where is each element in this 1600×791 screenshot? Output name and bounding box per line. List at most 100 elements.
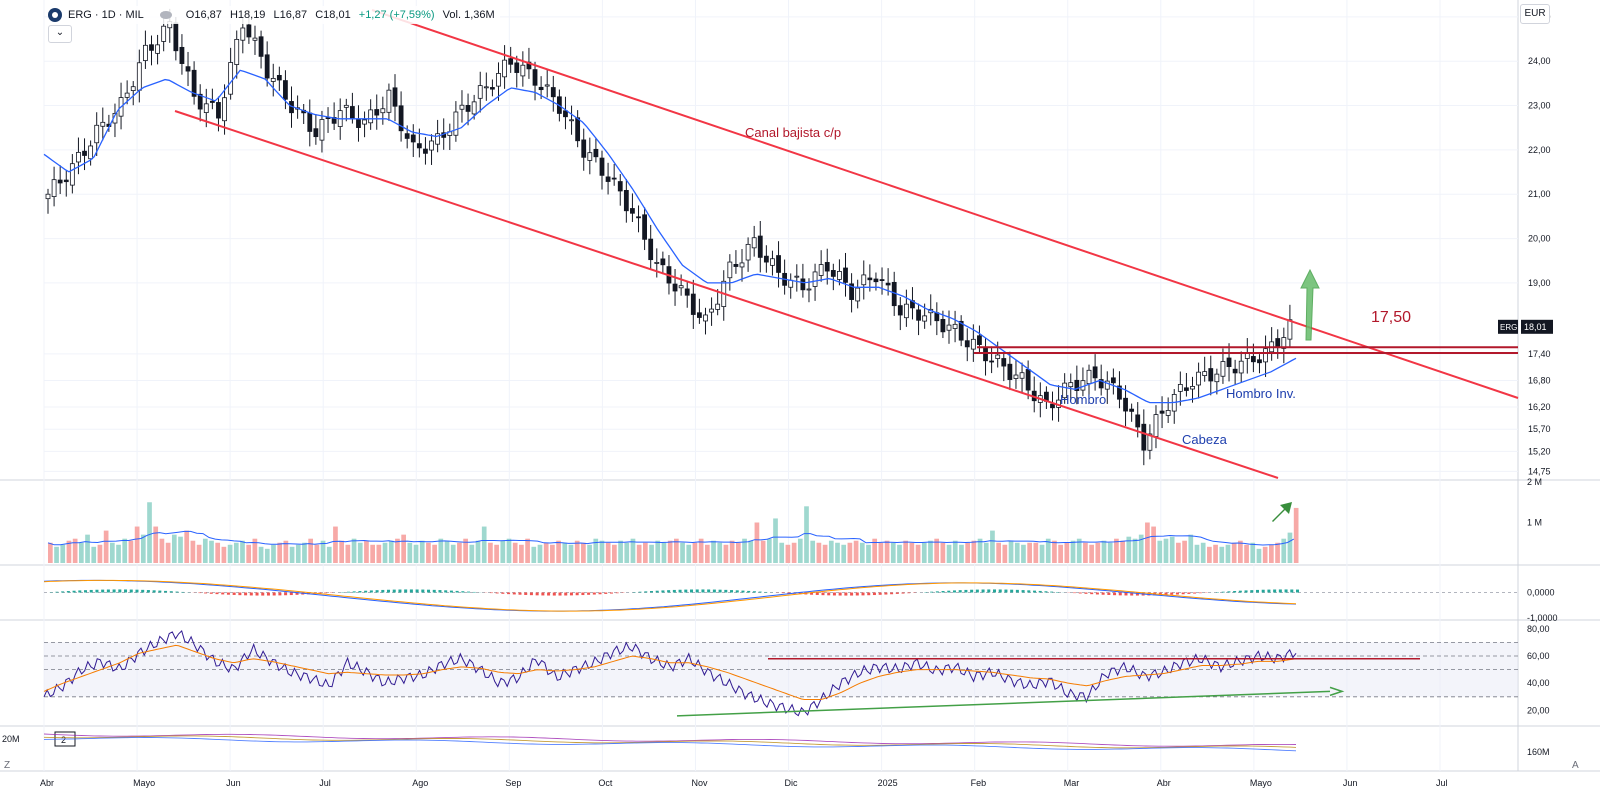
macd-histogram-bar [238, 592, 242, 596]
rsi-tick-label: 40,00 [1527, 678, 1550, 688]
time-axis-label: Mar [1064, 778, 1080, 788]
volume-bar [209, 540, 214, 563]
macd-histogram-bar [1221, 591, 1225, 593]
volume-bar [853, 540, 859, 563]
macd-histogram-bar [615, 592, 619, 594]
macd-histogram-bar [226, 592, 230, 595]
candle-body [465, 104, 471, 112]
volume-bar [977, 538, 983, 563]
volume-bar [488, 542, 493, 563]
candle-body [873, 278, 879, 283]
candle-body [563, 110, 568, 118]
macd-histogram-bar [1130, 592, 1134, 596]
macd-histogram-bar [1101, 592, 1105, 595]
volume-bar [302, 542, 307, 563]
macd-histogram-bar [827, 592, 831, 596]
candle-body [636, 216, 641, 219]
candle-body [916, 309, 921, 321]
currency-button[interactable]: EUR [1520, 4, 1550, 24]
chart-annotation: Hombro Inv. [1226, 386, 1296, 401]
volume-bar [915, 544, 921, 563]
macd-histogram-bar [821, 592, 825, 596]
candle-body [581, 139, 587, 158]
macd-histogram-bar [547, 592, 551, 596]
candle-body [690, 293, 696, 315]
candle-body [490, 87, 495, 90]
macd-histogram-bar [1107, 592, 1111, 595]
volume-bar [1052, 540, 1057, 563]
volume-bar [432, 544, 437, 563]
price-tick-label: 16,20 [1528, 402, 1551, 412]
candle-body [593, 148, 599, 158]
volume-bar [469, 544, 475, 563]
volume-bar [215, 542, 221, 563]
candle-body [1190, 386, 1195, 390]
macd-histogram-bar [730, 590, 734, 593]
volume-bar [531, 546, 537, 563]
timezone-z-label[interactable]: Z [4, 760, 11, 771]
volume-bar [568, 544, 574, 563]
candle-body [246, 24, 252, 38]
macd-histogram-bar [1055, 591, 1059, 593]
collapse-legend-button[interactable]: ⌄ [48, 25, 72, 43]
volume-bar [983, 542, 989, 563]
moving-average-line [43, 69, 1297, 404]
macd-histogram-bar [352, 591, 356, 593]
candle-body [800, 278, 806, 291]
macd-histogram-bar [895, 592, 899, 594]
ohlc-values: O16,87 H18,19 L16,87 C18,01 +1,27 (+7,59… [186, 9, 500, 21]
candle-body [605, 176, 611, 182]
candle-body [1220, 361, 1226, 377]
macd-histogram-bar [672, 589, 676, 593]
volume-bar [357, 542, 363, 563]
candle-body [143, 44, 148, 61]
macd-histogram-bar [518, 592, 522, 595]
symbol-title[interactable]: ERG · 1D · MIL [68, 9, 144, 21]
macd-histogram-bar [1238, 590, 1242, 593]
candle-body [1123, 397, 1128, 412]
macd-histogram-bar [66, 591, 70, 593]
macd-histogram-bar [564, 592, 568, 596]
time-axis-label: Ago [412, 778, 428, 788]
macd-histogram-bar [964, 589, 968, 593]
candle-body [362, 119, 367, 125]
volume-bar [1182, 540, 1187, 563]
volume-bar [1145, 522, 1150, 563]
volume-bar [370, 544, 375, 563]
macd-histogram-bar [181, 591, 185, 593]
time-axis-label: Oct [598, 778, 613, 788]
macd-histogram-bar [427, 589, 431, 593]
volume-bar [952, 540, 958, 563]
volume-bar [364, 540, 369, 563]
volume-bar [481, 526, 487, 563]
candle-body [648, 238, 654, 261]
volume-bar [134, 526, 140, 563]
candle-body [416, 143, 422, 149]
candle-body [977, 335, 982, 345]
volume-bar [227, 544, 233, 563]
candle-body [130, 86, 136, 92]
auto-scale-label[interactable]: A [1572, 760, 1579, 771]
volume-bar [1287, 532, 1293, 563]
candle-body [234, 38, 240, 65]
volume-bar [940, 542, 946, 563]
price-tick-label: 15,20 [1528, 446, 1551, 456]
candle-body [453, 111, 459, 136]
macd-histogram-bar [1187, 592, 1191, 594]
candle-body [1287, 319, 1293, 340]
volume-bar [221, 546, 227, 563]
macd-histogram-bar [152, 590, 156, 593]
candle-body [733, 263, 739, 267]
volume-bar [1176, 542, 1181, 563]
eye-icon[interactable] [159, 11, 172, 19]
volume-bar [766, 538, 772, 563]
macd-histogram-bar [1255, 589, 1259, 593]
candle-body [88, 145, 94, 160]
macd-histogram-bar [438, 590, 442, 593]
volume-bar [1114, 538, 1119, 563]
candle-body [1238, 360, 1244, 374]
volume-bar [190, 540, 196, 563]
macd-line [43, 579, 1297, 612]
macd-histogram-bar [387, 589, 391, 593]
